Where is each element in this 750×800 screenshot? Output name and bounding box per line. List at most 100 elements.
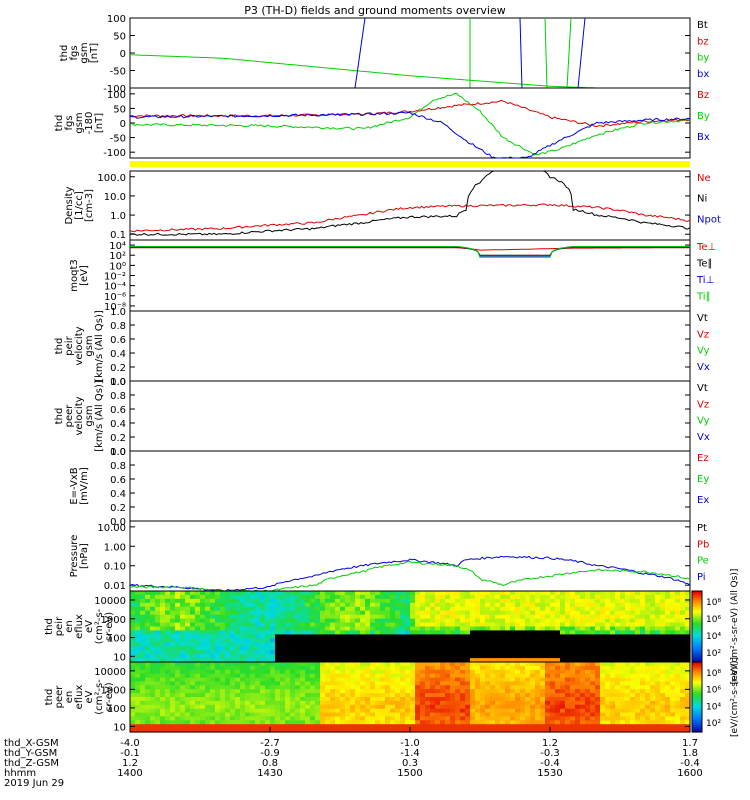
spectrogram-cell — [590, 693, 596, 698]
spectrogram-cell — [280, 728, 286, 733]
spectrogram-cell — [435, 630, 441, 635]
spectrogram-cell — [190, 614, 196, 620]
spectrogram-cell — [525, 704, 531, 710]
spectrogram-cell — [325, 693, 331, 698]
spectrogram-cell — [155, 681, 161, 686]
spectrogram-cell — [520, 716, 526, 721]
spectrogram-cell — [130, 677, 136, 683]
spectrogram-cell — [310, 622, 316, 628]
spectrogram-cell — [250, 642, 256, 647]
spectrogram-cell — [635, 662, 641, 667]
spectrogram-cell — [375, 610, 381, 616]
y-tick-label: 0.01 — [104, 581, 126, 592]
spectrogram-cell — [260, 626, 266, 631]
spectrogram-cell — [545, 622, 551, 628]
spectrogram-cell — [530, 622, 536, 628]
spectrogram-cell — [315, 673, 321, 679]
spectrogram-cell — [130, 697, 136, 702]
spectrogram-cell — [625, 594, 631, 600]
spectrogram-cell — [280, 669, 286, 675]
spectrogram-cell — [240, 618, 246, 624]
spectrogram-cell — [390, 614, 396, 620]
spectrogram-cell — [410, 685, 416, 690]
spectrogram-cell — [260, 622, 266, 628]
spectrogram-cell — [670, 712, 676, 718]
spectrogram-cell — [175, 622, 181, 628]
spectrogram-cell — [355, 724, 361, 729]
spectrogram-cell — [260, 681, 266, 686]
spectrogram-cell — [205, 614, 211, 620]
spectrogram-cell — [480, 618, 486, 624]
spectrogram-cell — [640, 618, 646, 624]
spectrogram-cell — [685, 681, 691, 686]
spectrogram-cell — [235, 662, 241, 667]
spectrogram-cell — [520, 598, 526, 604]
spectrogram-cell — [555, 693, 561, 698]
spectrogram-cell — [670, 704, 676, 710]
spectrogram-cell — [465, 708, 471, 714]
spectrogram-cell — [355, 677, 361, 683]
spectrogram-cell — [485, 642, 491, 647]
spectrogram-cell — [145, 642, 151, 647]
spectrogram-cell — [630, 646, 636, 651]
spectrogram-cell — [495, 693, 501, 698]
spectrogram-cell — [525, 642, 531, 647]
spectrogram-cell — [505, 677, 511, 683]
spectrogram-cell — [575, 626, 581, 631]
spectrogram-cell — [410, 673, 416, 679]
spectrogram-cell — [550, 591, 556, 596]
spectrogram-cell — [375, 594, 381, 600]
spectrogram-cell — [300, 642, 306, 647]
spectrogram-cell — [230, 673, 236, 679]
spectrogram-cell — [645, 662, 651, 667]
spectrogram-cell — [260, 606, 266, 612]
spectrogram-cell — [635, 693, 641, 698]
spectrogram-cell — [305, 669, 311, 675]
spectrogram-cell — [620, 673, 626, 679]
legend-entry: Vz — [697, 329, 709, 340]
spectrogram-cell — [595, 638, 601, 643]
spectrogram-cell — [260, 658, 266, 663]
spectrogram-cell — [565, 642, 571, 647]
spectrogram-cell — [400, 697, 406, 702]
spectrogram-cell — [365, 634, 371, 639]
spectrogram-cell — [450, 716, 456, 721]
y-tick-label: 10.00 — [97, 523, 126, 534]
spectrogram-cell — [290, 677, 296, 683]
spectrogram-cell — [230, 728, 236, 733]
spectrogram-cell — [640, 724, 646, 729]
spectrogram-cell — [435, 650, 441, 655]
spectrogram-cell — [160, 594, 166, 600]
spectrogram-cell — [375, 665, 381, 671]
spectrogram-cell — [315, 665, 321, 671]
spectrogram-cell — [305, 716, 311, 721]
spectrogram-cell — [315, 594, 321, 600]
spectrogram-cell — [460, 610, 466, 616]
spectrogram-cell — [505, 658, 511, 663]
spectrogram-cell — [580, 720, 586, 725]
spectrogram-cell — [560, 724, 566, 729]
spectrogram-cell — [645, 634, 651, 639]
spectrogram-cell — [310, 614, 316, 620]
spectrogram-cell — [530, 697, 536, 702]
spectrogram-cell — [405, 610, 411, 616]
spectrogram-cell — [220, 610, 226, 616]
spectrogram-cell — [530, 646, 536, 651]
spectrogram-cell — [150, 662, 156, 667]
spectrogram-cell — [245, 689, 251, 694]
spectrogram-cell — [380, 708, 386, 714]
spectrogram-cell — [610, 598, 616, 604]
spectrogram-cell — [680, 594, 686, 600]
spectrogram-cell — [635, 681, 641, 686]
spectrogram-cell — [435, 658, 441, 663]
spectrogram-cell — [605, 622, 611, 628]
spectrogram-cell — [320, 638, 326, 643]
spectrogram-cell — [380, 712, 386, 718]
spectrogram-cell — [260, 618, 266, 624]
spectrogram-cell — [200, 618, 206, 624]
spectrogram-cell — [475, 646, 481, 651]
spectrogram-cell — [530, 642, 536, 647]
spectrogram-cell — [500, 665, 506, 671]
spectrogram-cell — [140, 704, 146, 710]
spectrogram-cell — [330, 598, 336, 604]
